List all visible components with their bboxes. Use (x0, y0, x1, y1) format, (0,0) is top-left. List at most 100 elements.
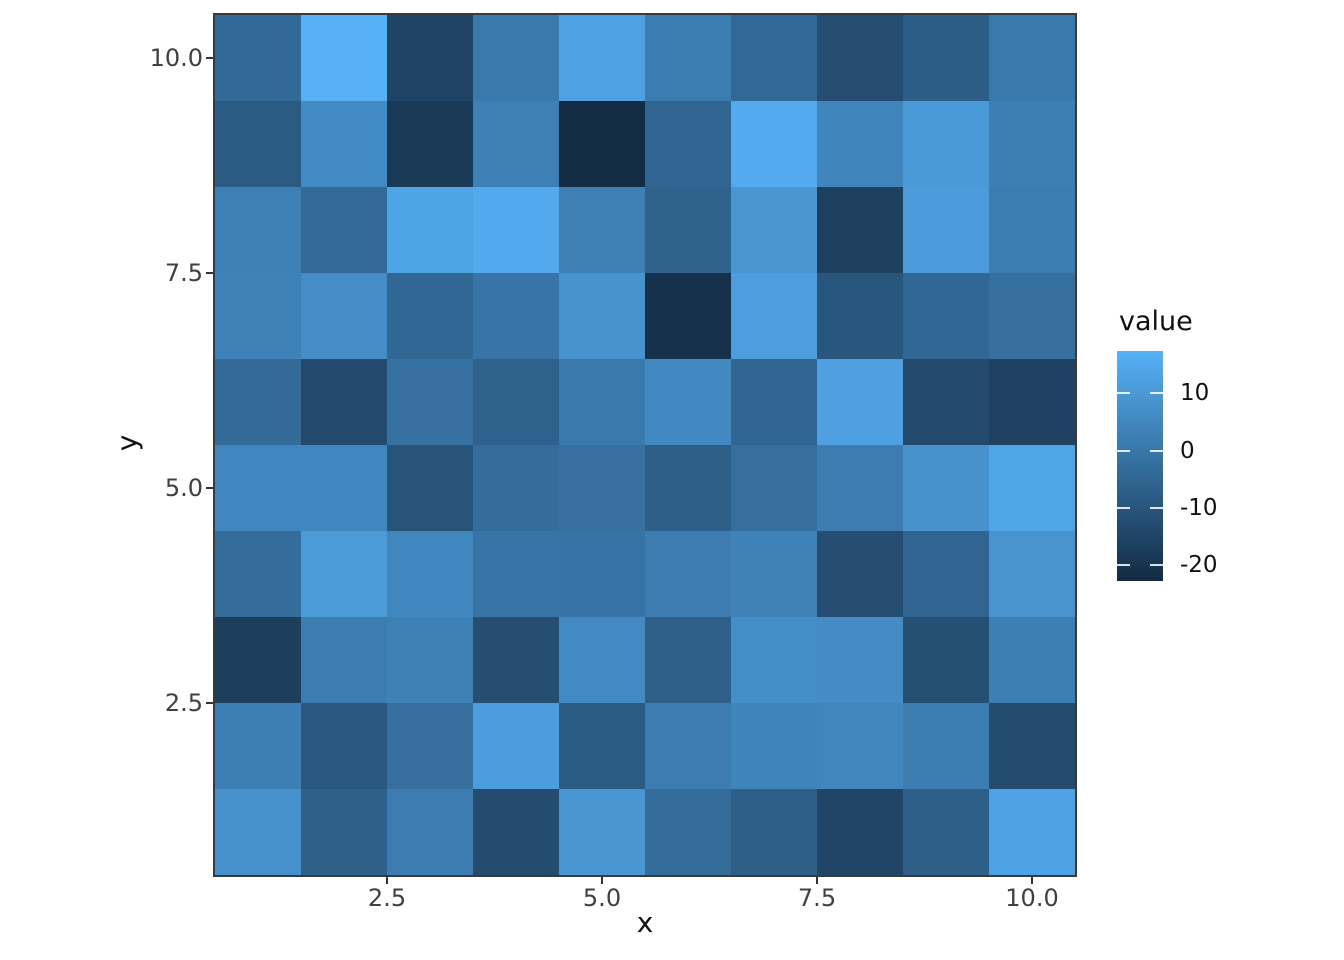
heatmap-tile (645, 703, 731, 789)
heatmap-tile (559, 445, 645, 531)
legend-tick-label: -20 (1180, 551, 1218, 578)
heatmap-tile (989, 15, 1075, 101)
heatmap-tile (473, 789, 559, 875)
heatmap-tile (301, 187, 387, 273)
y-tick-label: 10.0 (149, 44, 203, 72)
heatmap-tile (215, 789, 301, 875)
heatmap-tile (903, 187, 989, 273)
heatmap-tile (215, 15, 301, 101)
heatmap-tile (817, 703, 903, 789)
x-tick-label: 10.0 (1005, 884, 1059, 912)
heatmap-tile (903, 789, 989, 875)
heatmap-tile (301, 703, 387, 789)
heatmap-tile (731, 789, 817, 875)
heatmap-tile (903, 15, 989, 101)
legend-tick-mark-right (1150, 563, 1163, 566)
heatmap-tile (473, 15, 559, 101)
heatmap-tile (301, 531, 387, 617)
heatmap-tile (817, 15, 903, 101)
heatmap-tile (301, 101, 387, 187)
heatmap-tile (387, 101, 473, 187)
heatmap-tile (559, 789, 645, 875)
legend-tick-label: -10 (1180, 494, 1218, 521)
x-tick-mark (386, 877, 388, 884)
y-tick-mark (206, 702, 213, 704)
heatmap-tile (989, 703, 1075, 789)
y-tick-mark (206, 487, 213, 489)
heatmap-grid (215, 15, 1075, 875)
heatmap-tile (645, 101, 731, 187)
legend-tick-mark-left (1117, 392, 1130, 395)
heatmap-tile (989, 359, 1075, 445)
x-tick-mark (816, 877, 818, 884)
heatmap-tile (645, 15, 731, 101)
heatmap-tile (645, 445, 731, 531)
heatmap-tile (387, 703, 473, 789)
heatmap-tile (903, 273, 989, 359)
legend-colorbar (1117, 351, 1163, 581)
heatmap-tile (387, 445, 473, 531)
legend-tick-label: 10 (1180, 380, 1210, 407)
heatmap-tile (559, 703, 645, 789)
heatmap-tile (387, 15, 473, 101)
y-tick-mark (206, 57, 213, 59)
heatmap-tile (645, 617, 731, 703)
heatmap-tile (731, 15, 817, 101)
heatmap-tile (387, 617, 473, 703)
legend-tick-mark-left (1117, 506, 1130, 509)
heatmap-tile (215, 273, 301, 359)
heatmap-tile (473, 273, 559, 359)
heatmap-tile (473, 445, 559, 531)
heatmap-tile (301, 789, 387, 875)
heatmap-tile (817, 617, 903, 703)
y-tick-label: 7.5 (164, 259, 203, 287)
heatmap-tile (817, 531, 903, 617)
heatmap-tile (645, 531, 731, 617)
heatmap-tile (473, 101, 559, 187)
heatmap-tile (559, 531, 645, 617)
legend-tick-mark-left (1117, 563, 1130, 566)
heatmap-tile (301, 359, 387, 445)
heatmap-tile (215, 703, 301, 789)
y-tick-label: 5.0 (164, 474, 203, 502)
legend-tick-label: 0 (1180, 437, 1195, 464)
heatmap-tile (903, 445, 989, 531)
heatmap-tile (473, 187, 559, 273)
heatmap-tile (817, 273, 903, 359)
heatmap-tile (731, 617, 817, 703)
heatmap-tile (817, 359, 903, 445)
x-tick-label: 2.5 (367, 884, 407, 912)
heatmap-tile (387, 359, 473, 445)
heatmap-tile (301, 273, 387, 359)
heatmap-tile (215, 101, 301, 187)
heatmap-tile (645, 359, 731, 445)
x-tick-mark (601, 877, 603, 884)
heatmap-tile (731, 359, 817, 445)
heatmap-tile (559, 101, 645, 187)
heatmap-tile (989, 531, 1075, 617)
heatmap-tile (731, 101, 817, 187)
y-tick-label: 2.5 (164, 689, 203, 717)
heatmap-tile (387, 789, 473, 875)
y-axis-title: y (110, 434, 144, 452)
heatmap-tile (731, 703, 817, 789)
x-axis-title: x (636, 906, 654, 939)
legend-tick-mark-left (1117, 449, 1130, 452)
heatmap-tile (215, 531, 301, 617)
heatmap-tile (387, 273, 473, 359)
heatmap-tile (989, 445, 1075, 531)
heatmap-tile (387, 531, 473, 617)
heatmap-tile (903, 703, 989, 789)
y-tick-mark (206, 272, 213, 274)
heatmap-tile (473, 703, 559, 789)
heatmap-tile (903, 101, 989, 187)
heatmap-tile (215, 187, 301, 273)
legend-tick-mark-right (1150, 506, 1163, 509)
legend-tick-mark-right (1150, 392, 1163, 395)
heatmap-tile (645, 187, 731, 273)
heatmap-tile (989, 273, 1075, 359)
heatmap-tile (989, 101, 1075, 187)
heatmap-tile (903, 617, 989, 703)
heatmap-tile (559, 617, 645, 703)
